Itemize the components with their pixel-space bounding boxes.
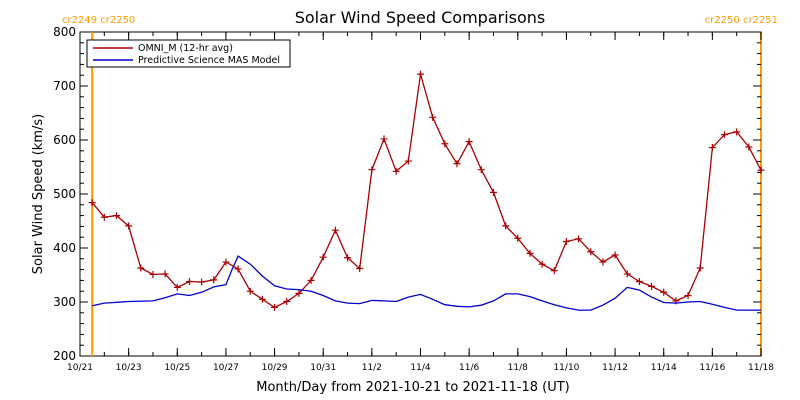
x-tick-label: 10/23 bbox=[116, 363, 142, 373]
x-axis-title: Month/Day from 2021-10-21 to 2021-11-18 … bbox=[256, 380, 569, 395]
omni-data-point bbox=[331, 226, 339, 234]
y-tick-label: 600 bbox=[53, 133, 76, 147]
omni-data-point bbox=[708, 144, 716, 152]
y-tick-label: 500 bbox=[53, 187, 76, 201]
rotation-label-left: cr2249 cr2250 bbox=[62, 15, 135, 26]
x-tick-label: 11/2 bbox=[362, 363, 382, 373]
omni-data-point bbox=[392, 167, 400, 175]
omni-data-point bbox=[757, 166, 765, 174]
omni-data-point bbox=[258, 295, 266, 303]
omni-data-point bbox=[429, 113, 437, 121]
omni-data-point bbox=[623, 270, 631, 278]
omni-data-point bbox=[380, 135, 388, 143]
x-tick-label: 11/8 bbox=[508, 363, 528, 373]
omni-data-point bbox=[319, 253, 327, 261]
y-axis-title: Solar Wind Speed (km/s) bbox=[31, 114, 46, 274]
rotation-markers bbox=[91, 32, 762, 356]
x-tick-label: 10/31 bbox=[310, 363, 336, 373]
omni-data-point bbox=[149, 270, 157, 278]
omni-data-point bbox=[88, 199, 96, 207]
omni-data-point bbox=[441, 140, 449, 148]
omni-data-point bbox=[562, 238, 570, 246]
x-tick-label: 11/16 bbox=[699, 363, 725, 373]
omni-data-point bbox=[684, 292, 692, 300]
omni-data-point bbox=[222, 258, 230, 266]
omni-data-point bbox=[538, 260, 546, 268]
plot-frame bbox=[79, 31, 762, 357]
omni-data-point bbox=[161, 270, 169, 278]
x-axis: 10/21 10/23 10/25 10/27 10/29 10/31 11/2 11/4 11… bbox=[67, 32, 774, 373]
omni-data-point bbox=[660, 288, 668, 296]
omni-data-point bbox=[356, 265, 364, 273]
omni-data-point bbox=[234, 265, 242, 273]
y-tick-label: 300 bbox=[53, 295, 76, 309]
rotation-label-right: cr2250 cr2251 bbox=[705, 15, 778, 26]
omni-data-point bbox=[575, 235, 583, 243]
x-tick-label: 11/4 bbox=[410, 363, 430, 373]
x-tick-label: 10/21 bbox=[67, 363, 93, 373]
omni-data-point bbox=[599, 258, 607, 266]
omni-data-point bbox=[611, 251, 619, 259]
x-tick-label: 10/25 bbox=[164, 363, 190, 373]
omni-data-point bbox=[271, 303, 279, 311]
x-tick-label: 11/10 bbox=[553, 363, 579, 373]
y-tick-label: 200 bbox=[53, 349, 76, 363]
omni-data-point bbox=[198, 278, 206, 286]
omni-data-point bbox=[514, 234, 522, 242]
omni-data-point bbox=[283, 297, 291, 305]
omni-data-point bbox=[465, 138, 473, 146]
omni-data-point bbox=[344, 254, 352, 262]
omni-data-point bbox=[417, 70, 424, 78]
omni-data-point bbox=[648, 282, 656, 290]
legend: OMNI_M (12-hr avg) Predictive Science MA… bbox=[86, 39, 291, 68]
legend-label-omni: OMNI_M (12-hr avg) bbox=[138, 43, 233, 54]
omni-data-point bbox=[125, 222, 133, 230]
omni-data-point bbox=[210, 276, 218, 284]
omni-data-point bbox=[368, 166, 376, 174]
y-tick-label: 400 bbox=[53, 241, 76, 255]
legend-label-mas: Predictive Science MAS Model bbox=[138, 55, 280, 66]
omni-data-point bbox=[477, 166, 485, 174]
x-tick-label: 10/29 bbox=[262, 363, 288, 373]
legend-box bbox=[86, 39, 291, 68]
omni-data-point bbox=[404, 157, 412, 165]
omni-data-point bbox=[502, 222, 510, 230]
series-layer bbox=[88, 70, 765, 311]
omni-data-point bbox=[696, 264, 704, 272]
x-tick-label: 11/14 bbox=[651, 363, 677, 373]
y-axis: 200 300 400 500 600 700 800 bbox=[53, 25, 761, 363]
omni-data-point bbox=[100, 213, 108, 221]
omni-data-point bbox=[112, 212, 120, 220]
chart-title: Solar Wind Speed Comparisons bbox=[295, 8, 546, 27]
omni-data-point bbox=[550, 267, 558, 275]
x-tick-label: 11/18 bbox=[748, 363, 774, 373]
omni-data-point bbox=[526, 249, 534, 257]
x-tick-label: 11/6 bbox=[459, 363, 479, 373]
x-tick-label: 10/27 bbox=[213, 363, 239, 373]
omni-data-point bbox=[721, 131, 729, 139]
omni-data-point bbox=[453, 160, 461, 168]
omni-data-point bbox=[185, 277, 193, 285]
omni-data-point bbox=[137, 264, 145, 272]
omni-series-line bbox=[91, 73, 762, 309]
y-tick-label: 800 bbox=[53, 25, 76, 39]
omni-data-point bbox=[295, 289, 303, 297]
omni-data-point bbox=[246, 287, 254, 295]
omni-data-point bbox=[733, 128, 741, 136]
omni-data-point bbox=[635, 277, 643, 285]
omni-data-point bbox=[489, 188, 497, 196]
mas-model-series-line bbox=[92, 255, 761, 311]
omni-data-point bbox=[587, 248, 595, 256]
y-tick-label: 700 bbox=[53, 79, 76, 93]
omni-data-point bbox=[173, 283, 181, 291]
omni-data-point bbox=[307, 276, 315, 284]
omni-data-point bbox=[745, 143, 753, 151]
x-tick-label: 11/12 bbox=[602, 363, 628, 373]
